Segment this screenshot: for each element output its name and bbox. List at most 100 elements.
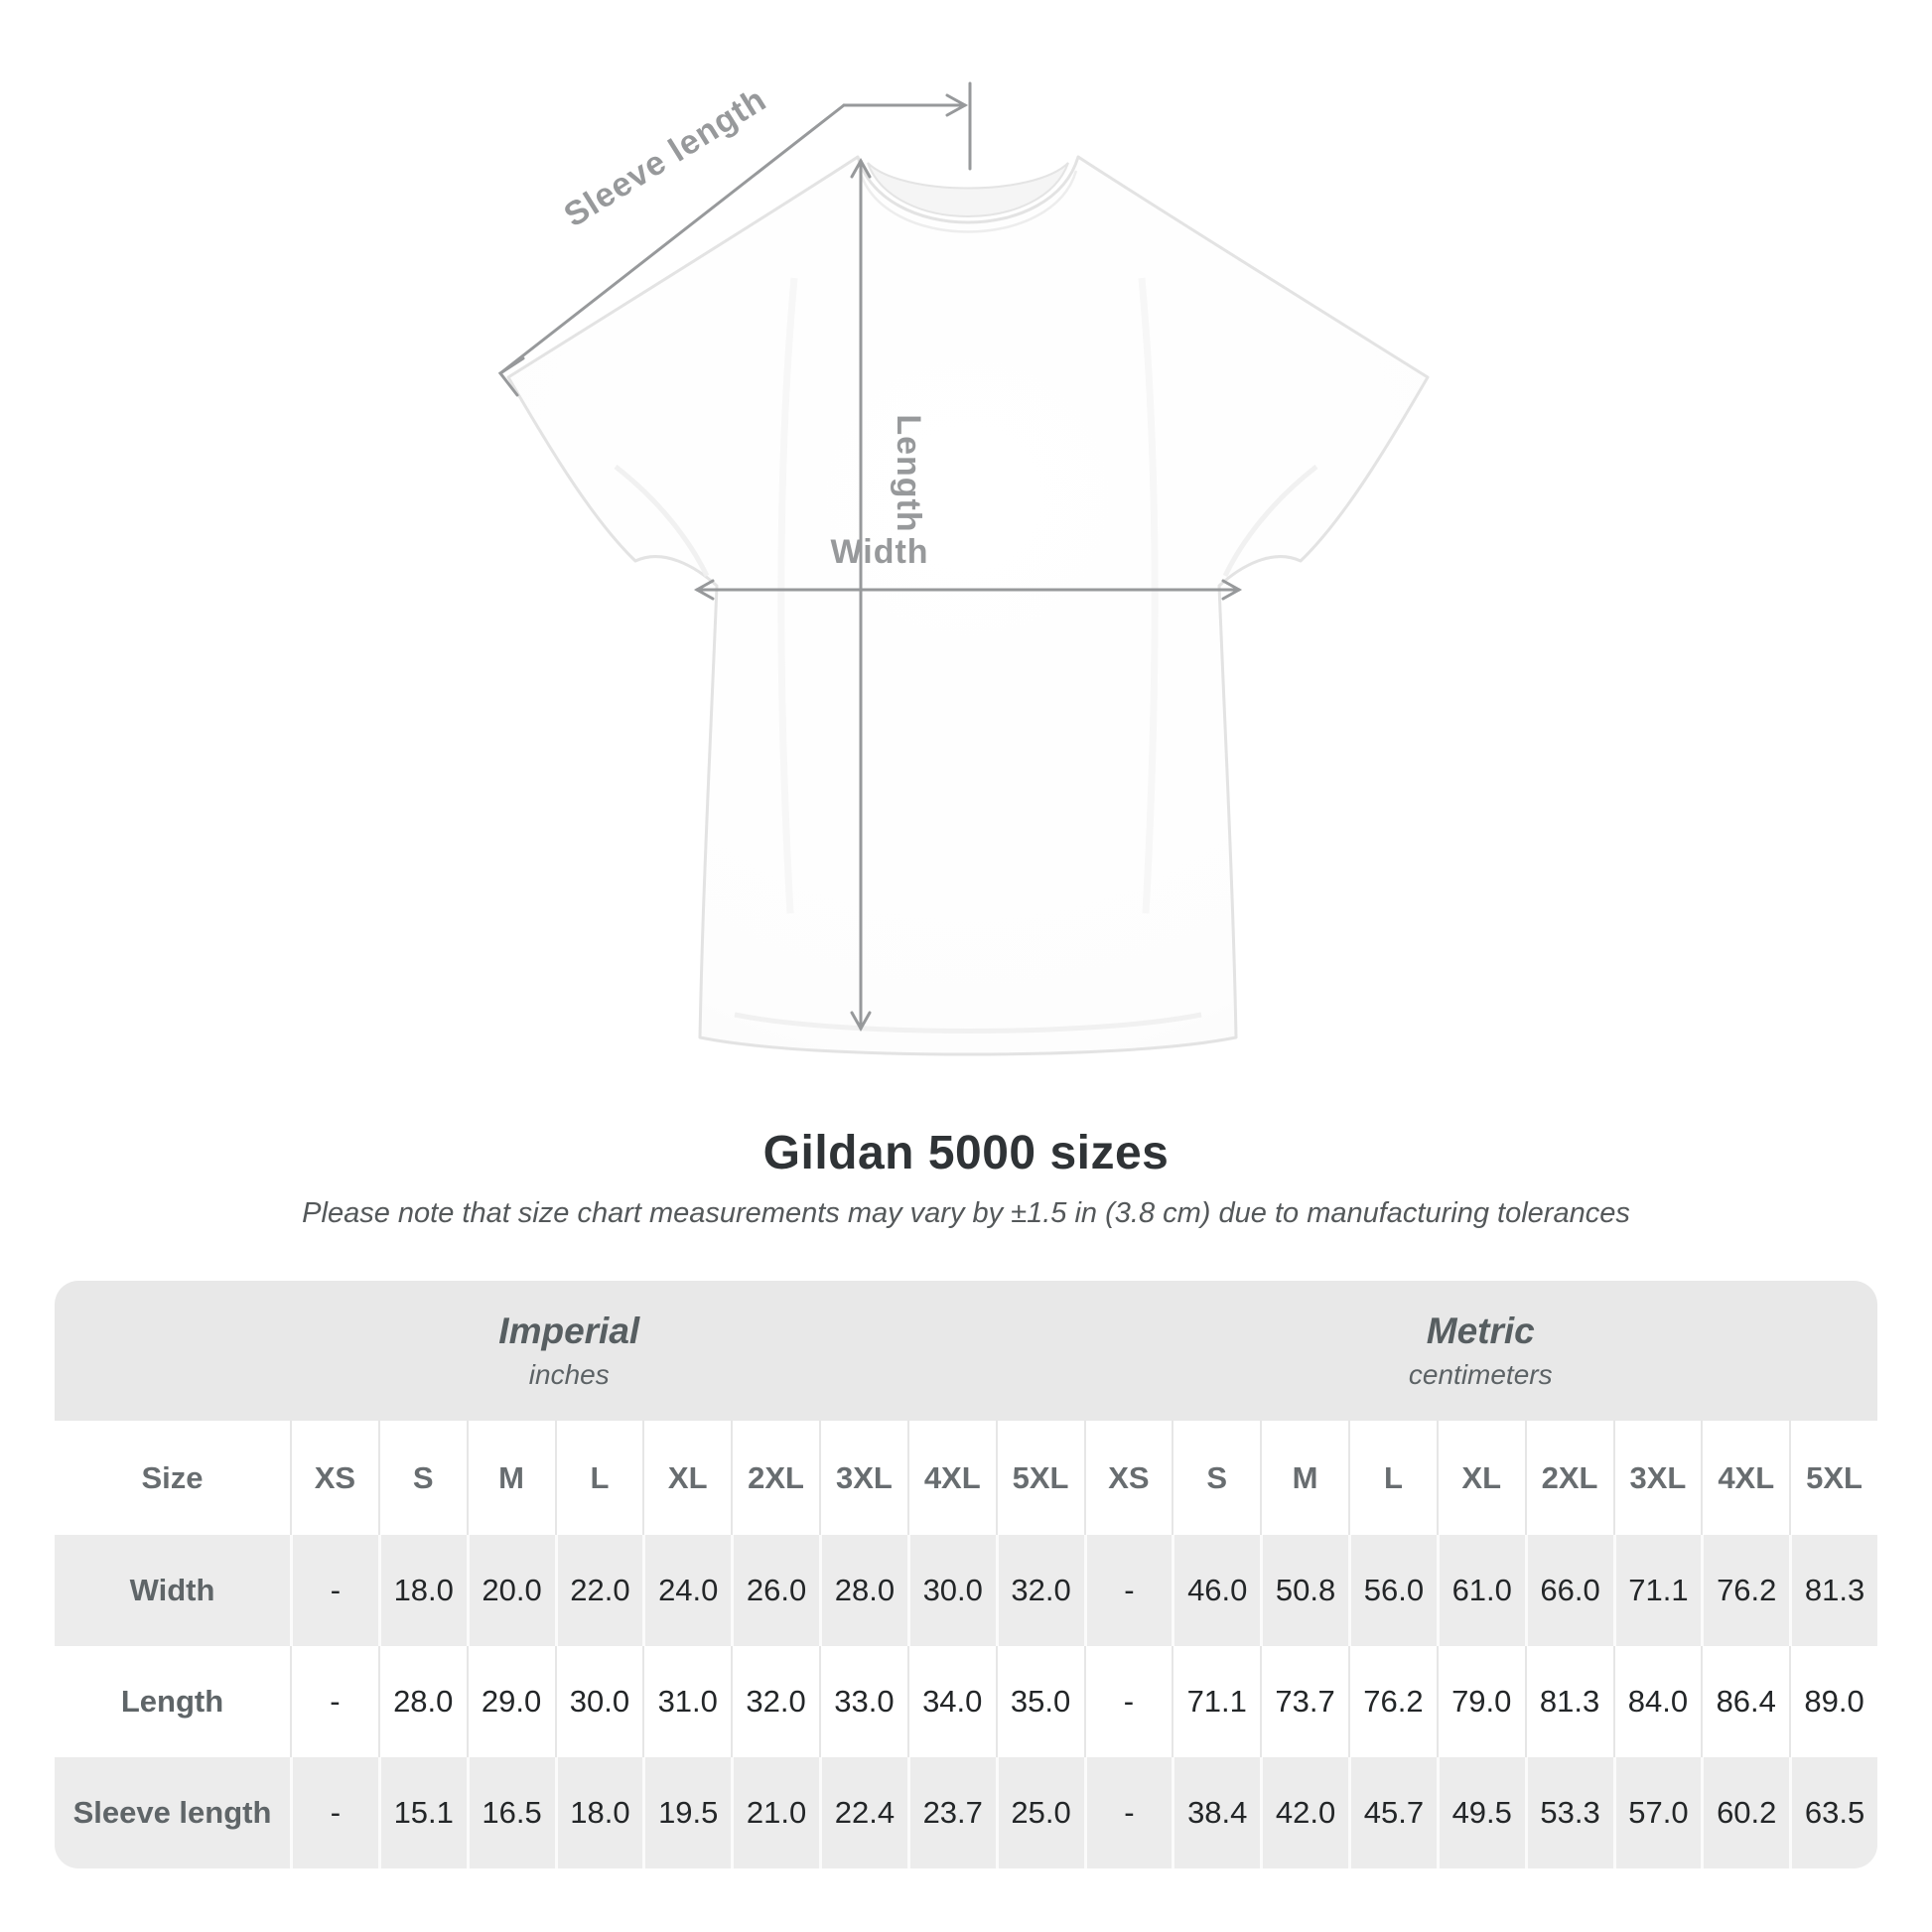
size-col-imperial-xl: XL (642, 1421, 732, 1535)
table-cell: 22.4 (819, 1757, 907, 1868)
table-cell: 46.0 (1172, 1535, 1261, 1646)
metric-unit: centimeters (1408, 1359, 1553, 1390)
table-cell: 15.1 (377, 1757, 467, 1868)
table-row-sleeve-length: Sleeve length -15.1 16.5 18.0 19.5 21.0 22.4 2… (55, 1757, 1877, 1868)
table-row-width: Width -18.0 20.0 22.0 24.0 26.0 28.0 30.0 32.0-… (55, 1535, 1877, 1646)
table-cell: 24.0 (642, 1535, 732, 1646)
table-cell: 89.0 (1789, 1646, 1877, 1757)
table-cell: 35.0 (995, 1646, 1084, 1757)
size-col-imperial-s: S (377, 1421, 467, 1535)
table-cell: 22.0 (554, 1535, 643, 1646)
table-cell: - (1083, 1535, 1173, 1646)
table-cell: 66.0 (1524, 1535, 1613, 1646)
table-cell: 50.8 (1260, 1535, 1348, 1646)
table-cell: 32.0 (995, 1535, 1084, 1646)
table-cell: 18.0 (554, 1757, 643, 1868)
size-col-imperial-l: L (554, 1421, 643, 1535)
table-cell: 25.0 (995, 1757, 1084, 1868)
length-label: Length (890, 414, 927, 532)
table-cell: 76.2 (1348, 1646, 1437, 1757)
table-cell: 20.0 (466, 1535, 555, 1646)
size-col-metric-m: M (1260, 1421, 1348, 1535)
table-cell: 71.1 (1172, 1646, 1261, 1757)
table-cell: 76.2 (1701, 1535, 1790, 1646)
table-cell: 81.3 (1524, 1646, 1613, 1757)
table-row-length: Length -28.0 29.0 30.0 31.0 32.0 33.0 34.0 35.0… (55, 1646, 1877, 1757)
table-cell: 21.0 (731, 1757, 819, 1868)
table-cell: 84.0 (1612, 1646, 1702, 1757)
table-cell: 49.5 (1436, 1757, 1525, 1868)
table-cell: 28.0 (377, 1646, 467, 1757)
size-col-imperial-5xl: 5XL (995, 1421, 1084, 1535)
table-cell: 30.0 (554, 1646, 643, 1757)
table-cell: 38.4 (1172, 1757, 1261, 1868)
table-cell: 23.7 (906, 1757, 996, 1868)
size-col-metric-5xl: 5XL (1789, 1421, 1877, 1535)
table-cell: 30.0 (906, 1535, 996, 1646)
table-cell: 45.7 (1348, 1757, 1437, 1868)
size-col-metric-xs: XS (1083, 1421, 1173, 1535)
row-label-sleeve-length: Sleeve length (55, 1757, 290, 1868)
row-label-length: Length (55, 1646, 290, 1757)
length-arrow (850, 157, 872, 1033)
collar (867, 162, 1069, 217)
size-col-imperial-xs: XS (290, 1421, 378, 1535)
table-cell: 34.0 (906, 1646, 996, 1757)
unit-group-metric: Metric centimeters (1084, 1281, 1878, 1421)
table-cell: - (290, 1757, 378, 1868)
table-cell: 19.5 (642, 1757, 732, 1868)
table-cell: 32.0 (731, 1646, 819, 1757)
table-cell: 61.0 (1436, 1535, 1525, 1646)
table-cell: 73.7 (1260, 1646, 1348, 1757)
table-cell: 71.1 (1612, 1535, 1702, 1646)
heading: Gildan 5000 sizes Please note that size … (0, 1126, 1932, 1230)
size-table: Imperial inches Metric centimeters Size … (55, 1281, 1877, 1868)
table-cell: 28.0 (819, 1535, 907, 1646)
size-col-metric-s: S (1172, 1421, 1261, 1535)
table-cell: - (290, 1535, 378, 1646)
table-cell: 33.0 (819, 1646, 907, 1757)
table-cell: 63.5 (1789, 1757, 1877, 1868)
size-col-imperial-4xl: 4XL (906, 1421, 996, 1535)
table-cell: 26.0 (731, 1535, 819, 1646)
width-arrow (693, 579, 1243, 601)
size-col-metric-xl: XL (1436, 1421, 1525, 1535)
size-col-metric-2xl: 2XL (1524, 1421, 1613, 1535)
row-label-width: Width (55, 1535, 290, 1646)
table-cell: 60.2 (1701, 1757, 1790, 1868)
page-title: Gildan 5000 sizes (762, 1127, 1170, 1179)
table-cell: 16.5 (466, 1757, 555, 1868)
table-cell: 79.0 (1436, 1646, 1525, 1757)
table-cell: - (1083, 1757, 1173, 1868)
size-header: Size (55, 1421, 290, 1535)
table-cell: 56.0 (1348, 1535, 1437, 1646)
size-col-imperial-3xl: 3XL (819, 1421, 907, 1535)
size-header-row: Size XS S M L XL 2XL 3XL 4XL 5XL XS S M L XL 2XL 3XL 4XL… (55, 1421, 1877, 1535)
size-col-metric-3xl: 3XL (1612, 1421, 1702, 1535)
table-cell: 81.3 (1789, 1535, 1877, 1646)
tolerance-note: Please note that size chart measurements… (302, 1197, 1630, 1229)
table-cell: - (290, 1646, 378, 1757)
sleeve-length-arrow (497, 81, 972, 397)
tshirt-measurement-diagram: Sleeve length Length Width (497, 80, 1430, 1056)
size-col-imperial-m: M (466, 1421, 555, 1535)
table-cell: 31.0 (642, 1646, 732, 1757)
unit-group-imperial: Imperial inches (55, 1281, 1084, 1421)
sleeve-length-label: Sleeve length (558, 80, 773, 234)
table-cell: 29.0 (466, 1646, 555, 1757)
width-label: Width (830, 533, 928, 571)
table-cell: 57.0 (1612, 1757, 1702, 1868)
table-cell: 86.4 (1701, 1646, 1790, 1757)
table-cell: 42.0 (1260, 1757, 1348, 1868)
imperial-unit: inches (528, 1359, 610, 1390)
table-cell: - (1083, 1646, 1173, 1757)
table-cell: 18.0 (377, 1535, 467, 1646)
unit-band: Imperial inches Metric centimeters (55, 1281, 1877, 1421)
size-col-imperial-2xl: 2XL (731, 1421, 819, 1535)
size-col-metric-4xl: 4XL (1701, 1421, 1790, 1535)
imperial-label: Imperial (498, 1311, 640, 1351)
table-cell: 53.3 (1524, 1757, 1613, 1868)
tshirt-graphic (506, 155, 1430, 1056)
size-col-metric-l: L (1348, 1421, 1437, 1535)
